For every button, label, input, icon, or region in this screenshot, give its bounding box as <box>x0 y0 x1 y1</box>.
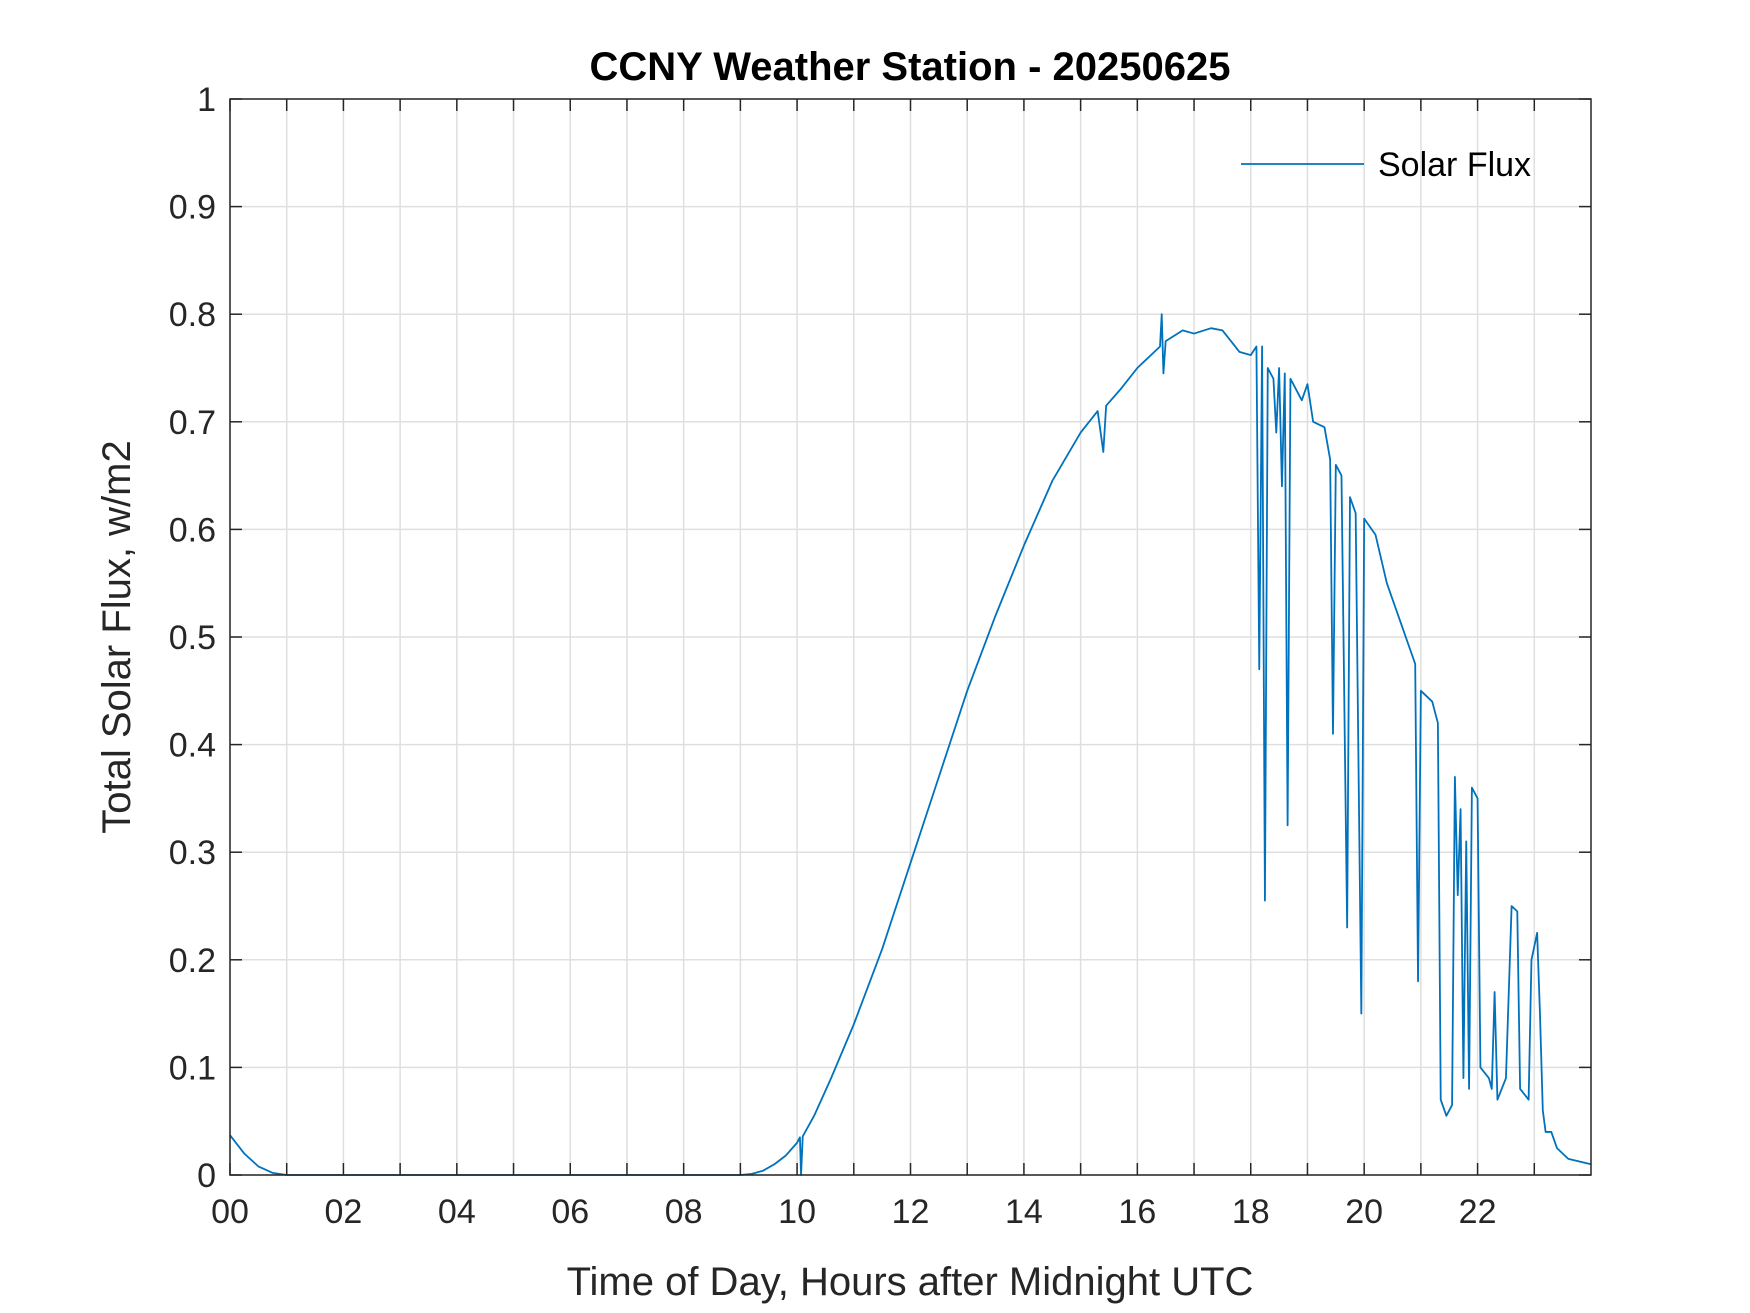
y-tick-label: 0.1 <box>169 1049 216 1087</box>
data-line <box>229 313 1592 1176</box>
x-tick-label: 22 <box>1459 1193 1497 1231</box>
x-axis-label: Time of Day, Hours after Midnight UTC <box>567 1260 1254 1304</box>
x-tick-label: 14 <box>1005 1193 1043 1231</box>
legend-label: Solar Flux <box>1378 146 1531 184</box>
x-tick-label: 04 <box>438 1193 476 1231</box>
y-tick-label: 0.7 <box>169 404 216 442</box>
y-tick-label: 0 <box>197 1157 216 1195</box>
x-tick-label: 10 <box>778 1193 816 1231</box>
x-tick-label: 12 <box>892 1193 930 1231</box>
y-tick-label: 1 <box>197 81 216 119</box>
y-tick-label: 0.3 <box>169 834 216 872</box>
y-tick-label: 0.4 <box>169 727 216 765</box>
y-tick-label: 0.9 <box>169 189 216 227</box>
y-tick-label: 0.8 <box>169 296 216 334</box>
x-tick-label: 02 <box>325 1193 363 1231</box>
x-tick-label: 06 <box>551 1193 589 1231</box>
y-tick-label: 0.6 <box>169 511 216 549</box>
x-tick-label: 08 <box>665 1193 703 1231</box>
x-tick-label: 16 <box>1118 1193 1156 1231</box>
x-tick-label: 20 <box>1345 1193 1383 1231</box>
chart-title: CCNY Weather Station - 20250625 <box>590 45 1231 89</box>
x-tick-label: 00 <box>211 1193 249 1231</box>
y-tick-label: 0.2 <box>169 942 216 980</box>
y-axis-label: Total Solar Flux, w/m2 <box>95 440 139 833</box>
y-tick-label: 0.5 <box>169 619 216 657</box>
x-tick-label: 18 <box>1232 1193 1270 1231</box>
